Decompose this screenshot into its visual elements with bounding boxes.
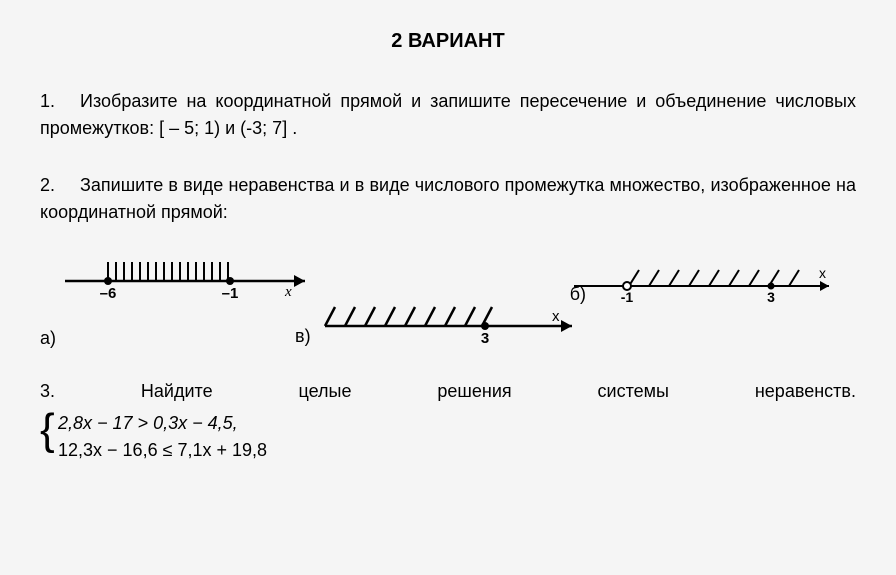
svg-text:-1: -1 [621,289,634,305]
diagram-b-label: б) [570,284,586,305]
number-line-c-icon: 3 x [300,301,585,346]
diagram-a: –6 –1 x [60,256,320,306]
brace-icon: { [40,408,55,452]
diagram-c-label: в) [295,326,311,347]
problem-1-num: 1. [40,88,55,115]
problem-1: 1.Изобразите на координатной прямой и за… [40,88,856,142]
problem-2: 2.Запишите в виде неравенства и в виде ч… [40,172,856,226]
page-title: 2 ВАРИАНТ [40,30,856,53]
svg-text:–1: –1 [222,285,239,301]
problem-3-word-2: целые [299,381,352,402]
inequality-2: 12,3x − 16,6 ≤ 7,1x + 19,8 [58,437,856,464]
problem-3: 3. Найдите целые решения системы неравен… [40,381,856,464]
problem-1-text: Изобразите на координатной прямой и запи… [40,91,856,138]
inequality-1: 2,8x − 17 > 0,3x − 4,5, [58,410,856,437]
svg-text:–6: –6 [100,285,117,301]
svg-text:3: 3 [767,289,775,305]
problem-2-text: Запишите в виде неравенства и в виде чис… [40,175,856,222]
problem-2-num: 2. [40,172,55,199]
diagram-c: 3 x [300,301,585,351]
number-line-a-icon: –6 –1 x [60,256,320,301]
number-line-b-icon: -1 3 x [571,264,836,306]
diagram-b: -1 3 x [571,264,836,311]
svg-text:3: 3 [481,330,489,346]
problem-3-num: 3. [40,381,55,402]
diagram-a-label: а) [40,328,56,349]
system-of-inequalities: { 2,8x − 17 > 0,3x − 4,5, 12,3x − 16,6 ≤… [40,410,856,464]
problem-3-word-1: Найдите [141,381,213,402]
svg-text:x: x [552,308,560,325]
problem-3-word-3: решения [437,381,511,402]
svg-text:x: x [284,284,292,300]
svg-text:x: x [819,265,826,281]
problem-3-header: 3. Найдите целые решения системы неравен… [40,381,856,402]
diagrams-container: –6 –1 x -1 3 x [40,256,856,356]
problem-3-word-4: системы [598,381,669,402]
problem-3-word-5: неравенств. [755,381,856,402]
